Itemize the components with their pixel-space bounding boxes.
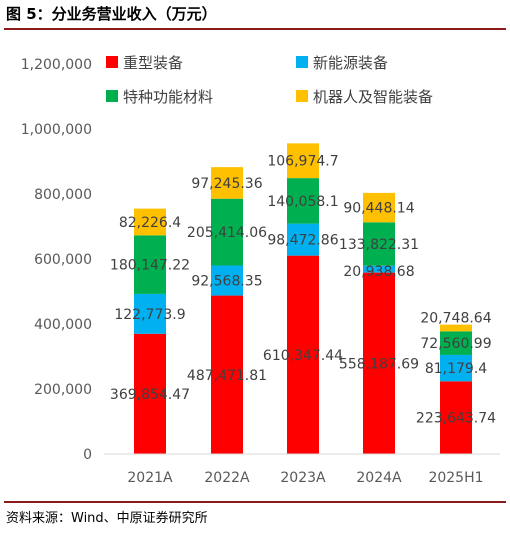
y-tick-label: 200,000 (34, 382, 92, 398)
bar-segment (287, 178, 319, 224)
bar-segment (440, 381, 472, 454)
data-label: 97,245.36 (191, 176, 262, 192)
data-label: 90,448.14 (343, 201, 414, 217)
x-tick-label: 2023A (280, 470, 326, 486)
bar-segment (440, 324, 472, 332)
data-label: 92,568.35 (191, 274, 262, 290)
data-label: 133,822.31 (339, 237, 419, 253)
y-tick-label: 1,000,000 (21, 122, 92, 138)
data-label: 369,854.47 (110, 387, 190, 403)
data-label: 140,058.1 (267, 194, 338, 210)
bar-segment (211, 198, 243, 266)
legend-label: 重型装备 (123, 54, 183, 72)
data-label: 106,974.7 (267, 154, 338, 170)
data-label: 98,472.86 (267, 233, 338, 249)
y-tick-label: 0 (83, 447, 92, 463)
bar-segment (211, 167, 243, 199)
data-label: 82,226.4 (119, 215, 181, 231)
bar-segment (363, 222, 395, 266)
x-tick-label: 2025H1 (428, 470, 483, 486)
data-label: 610,347.44 (263, 348, 343, 364)
y-tick-label: 800,000 (34, 187, 92, 203)
bar-segment (134, 333, 166, 454)
bar-segment (134, 235, 166, 294)
bar-segment (440, 331, 472, 355)
data-label: 180,147.22 (110, 258, 190, 274)
y-tick-label: 400,000 (34, 317, 92, 333)
source-note: 资料来源：Wind、中原证券研究所 (6, 511, 208, 526)
bar-segment (363, 272, 395, 454)
data-label: 20,748.64 (420, 311, 491, 327)
data-label: 122,773.9 (114, 307, 185, 323)
legend-label: 新能源装备 (313, 54, 388, 72)
footer-rule (4, 501, 506, 503)
bar-segment (287, 143, 319, 179)
bar-segment (363, 265, 395, 273)
x-tick-label: 2021A (127, 470, 173, 486)
bars (134, 143, 472, 454)
data-label: 81,179.4 (425, 361, 487, 377)
y-axis: 0 200,000 400,000 600,000 800,000 1,000,000 1,… (21, 57, 92, 463)
x-tick-label: 2024A (356, 470, 402, 486)
bar-segment (134, 208, 166, 236)
bar-segment (363, 192, 395, 223)
bar-segment (440, 354, 472, 382)
data-label: 20,938.68 (343, 264, 414, 280)
legend-swatch (106, 90, 118, 102)
x-tick-label: 2022A (204, 470, 250, 486)
data-label: 558,187.69 (339, 356, 419, 372)
bar-segment (287, 255, 319, 454)
data-labels: 369,854.47 122,773.9 180,147.22 82,226.4 487… (110, 154, 496, 427)
legend-label: 特种功能材料 (123, 88, 213, 106)
y-tick-label: 600,000 (34, 252, 92, 268)
bar-segment (134, 293, 166, 334)
data-label: 72,560.99 (420, 336, 491, 352)
bar-segment (211, 295, 243, 454)
data-label: 223,643.74 (416, 411, 496, 427)
legend-swatch (296, 56, 308, 68)
legend-swatch (296, 90, 308, 102)
x-tick-labels: 2021A 2022A 2023A 2024A 2025H1 (127, 470, 483, 486)
title-rule (4, 28, 506, 30)
bar-segment (211, 265, 243, 296)
data-label: 487,471.81 (187, 368, 267, 384)
data-label: 205,414.06 (187, 225, 267, 241)
chart-title: 图 5：分业务营业收入（万元） (6, 5, 217, 23)
stacked-bar-chart: 0 200,000 400,000 600,000 800,000 1,000,000 1,… (21, 54, 500, 486)
bar-segment (287, 223, 319, 256)
legend-label: 机器人及智能装备 (313, 88, 433, 106)
y-tick-label: 1,200,000 (21, 57, 92, 73)
legend-swatch (106, 56, 118, 68)
